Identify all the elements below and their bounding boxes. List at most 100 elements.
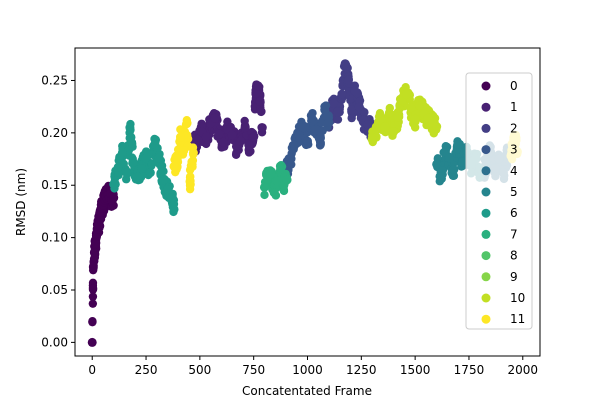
series-7 xyxy=(259,160,292,200)
x-axis-ticks: 0 250 500 750 1000 1250 1500 1750 2000 xyxy=(88,356,538,377)
scatter-point xyxy=(179,146,189,156)
scatter-point xyxy=(169,161,179,171)
series-2 xyxy=(324,59,377,142)
scatter-point-filler xyxy=(147,159,157,169)
legend-marker xyxy=(481,123,491,133)
scatter-point xyxy=(311,125,321,135)
scatter-point xyxy=(340,59,350,69)
legend-marker xyxy=(481,251,491,261)
scatter-point xyxy=(290,140,300,150)
scatter-point xyxy=(376,115,386,125)
scatter-point xyxy=(185,176,195,186)
scatter-point xyxy=(227,130,237,140)
scatter-point xyxy=(122,168,132,178)
scatter-point-filler xyxy=(333,115,343,124)
legend-label: 10 xyxy=(510,291,525,305)
series-1 xyxy=(188,80,267,160)
scatter-point xyxy=(158,175,168,185)
scatter-point-filler xyxy=(88,284,98,293)
scatter-point xyxy=(303,136,312,146)
x-tick-label: 0 xyxy=(88,363,96,377)
scatter-point xyxy=(445,153,455,163)
legend-label: 9 xyxy=(510,270,518,284)
series-0 xyxy=(87,181,119,347)
scatter-point xyxy=(402,89,412,99)
scatter-point-filler xyxy=(188,162,197,172)
scatter-point xyxy=(251,88,261,98)
x-tick-label: 1500 xyxy=(400,363,431,377)
legend-label: 4 xyxy=(510,164,518,178)
series-6 xyxy=(109,119,179,217)
legend-label: 11 xyxy=(510,312,525,326)
scatter-point xyxy=(109,193,119,203)
y-tick-label: 0.15 xyxy=(41,178,68,192)
scatter-point-filler xyxy=(142,147,151,156)
scatter-point xyxy=(266,169,276,179)
scatter-point xyxy=(249,132,259,142)
scatter-point-filler xyxy=(410,123,420,132)
legend-marker xyxy=(481,293,491,303)
points-layer xyxy=(87,59,522,347)
scatter-point xyxy=(128,157,138,167)
scatter-point xyxy=(315,133,325,143)
scatter-point-filler xyxy=(260,190,269,200)
scatter-point xyxy=(145,168,155,178)
scatter-point xyxy=(109,179,119,189)
scatter-point xyxy=(354,102,364,112)
scatter-point xyxy=(272,176,282,186)
scatter-point xyxy=(150,139,160,149)
legend-marker xyxy=(481,145,491,155)
scatter-point xyxy=(347,105,357,115)
legend-label: 1 xyxy=(510,100,518,114)
scatter-point xyxy=(436,172,446,182)
scatter-point xyxy=(397,95,407,105)
scatter-point xyxy=(367,134,377,144)
scatter-point xyxy=(172,154,182,164)
scatter-point xyxy=(393,112,403,122)
y-tick-label: 0.20 xyxy=(41,126,68,140)
scatter-point xyxy=(298,123,308,133)
x-tick-label: 2000 xyxy=(508,363,539,377)
scatter-point xyxy=(210,113,220,123)
legend-marker xyxy=(481,208,491,218)
scatter-point xyxy=(333,107,343,117)
scatter-point xyxy=(453,139,463,149)
scatter-point xyxy=(307,113,317,123)
scatter-point xyxy=(214,129,224,139)
y-tick-label: 0.05 xyxy=(41,283,68,297)
legend-label: 3 xyxy=(510,143,518,157)
scatter-point xyxy=(449,165,459,175)
scatter-point xyxy=(240,123,250,133)
scatter-point xyxy=(410,114,420,124)
x-axis-label: Concatentated Frame xyxy=(242,384,372,398)
scatter-point-filler xyxy=(256,107,266,117)
scatter-point xyxy=(343,75,353,85)
scatter-point xyxy=(113,162,123,172)
legend-label: 7 xyxy=(510,227,518,241)
legend-label: 8 xyxy=(510,249,518,263)
x-tick-label: 750 xyxy=(242,363,265,377)
x-tick-label: 500 xyxy=(188,363,211,377)
scatter-point xyxy=(188,148,198,158)
scatter-point xyxy=(125,123,135,133)
scatter-point xyxy=(414,101,424,111)
scatter-point xyxy=(282,175,292,185)
x-tick-label: 1000 xyxy=(292,363,323,377)
scatter-point xyxy=(440,147,450,157)
legend-marker xyxy=(481,166,491,176)
scatter-point xyxy=(389,127,399,137)
legend-marker xyxy=(481,81,491,91)
scatter-point-filler xyxy=(88,316,97,326)
scatter-point xyxy=(87,337,97,347)
scatter-point-filler xyxy=(88,299,98,308)
scatter-point xyxy=(132,172,142,182)
scatter-point xyxy=(92,232,102,242)
scatter-point xyxy=(384,108,394,118)
scatter-point xyxy=(432,122,442,132)
scatter-point xyxy=(458,157,467,167)
legend-label: 2 xyxy=(510,121,518,135)
scatter-point xyxy=(193,135,203,145)
y-axis-label: RMSD (nm) xyxy=(14,168,28,236)
legend-marker xyxy=(481,272,491,282)
